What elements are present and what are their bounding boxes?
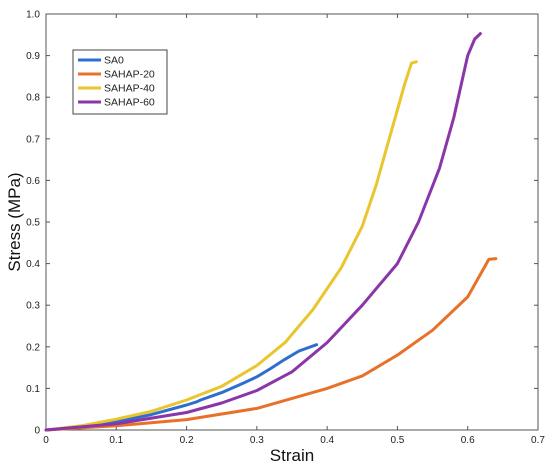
x-tick-label: 0.1 bbox=[109, 435, 123, 446]
series-lines bbox=[44, 32, 498, 432]
series-line-sahap-60 bbox=[44, 32, 482, 432]
y-tick-label: 0.5 bbox=[26, 218, 40, 229]
y-tick-label: 0.2 bbox=[26, 342, 40, 353]
x-tick-label: 0.5 bbox=[390, 435, 404, 446]
series-line-sahap-20 bbox=[44, 257, 498, 432]
series-line-sa0 bbox=[44, 343, 319, 432]
y-tick-label: 1.0 bbox=[26, 10, 40, 21]
y-tick-label: 0.8 bbox=[26, 93, 40, 104]
legend: SA0 SAHAP-20 SAHAP-40 SAHAP-60 bbox=[72, 49, 168, 115]
y-tick-label: 0.9 bbox=[26, 51, 40, 62]
y-tick-label: 0.1 bbox=[26, 384, 40, 395]
legend-label: SA0 bbox=[104, 55, 124, 67]
x-tick-label: 0 bbox=[43, 435, 49, 446]
legend-label: SAHAP-20 bbox=[104, 69, 155, 81]
x-tick-label: 0.6 bbox=[461, 435, 475, 446]
x-tick-label: 0.2 bbox=[180, 435, 194, 446]
x-tick-label: 0.3 bbox=[250, 435, 264, 446]
y-tick-label: 0.3 bbox=[26, 301, 40, 312]
y-tick-label: 0.7 bbox=[26, 134, 40, 145]
legend-label: SAHAP-40 bbox=[104, 83, 155, 95]
series-line-sahap-40 bbox=[44, 60, 418, 432]
x-axis-label: Strain bbox=[270, 446, 314, 465]
legend-label: SAHAP-60 bbox=[104, 97, 155, 109]
y-tick-label: 0 bbox=[34, 426, 40, 437]
y-axis-label: Stress (MPa) bbox=[5, 172, 24, 271]
x-tick-label: 0.4 bbox=[320, 435, 334, 446]
x-tick-label: 0.7 bbox=[531, 435, 545, 446]
y-tick-label: 0.6 bbox=[26, 176, 40, 187]
axis-ticks: 0 0.1 0.2 0.3 0.4 0.5 0.6 0.7 0 0.1 0.2 0.3 0.4 0.5 0.… bbox=[26, 10, 545, 447]
y-tick-label: 0.4 bbox=[26, 259, 40, 270]
